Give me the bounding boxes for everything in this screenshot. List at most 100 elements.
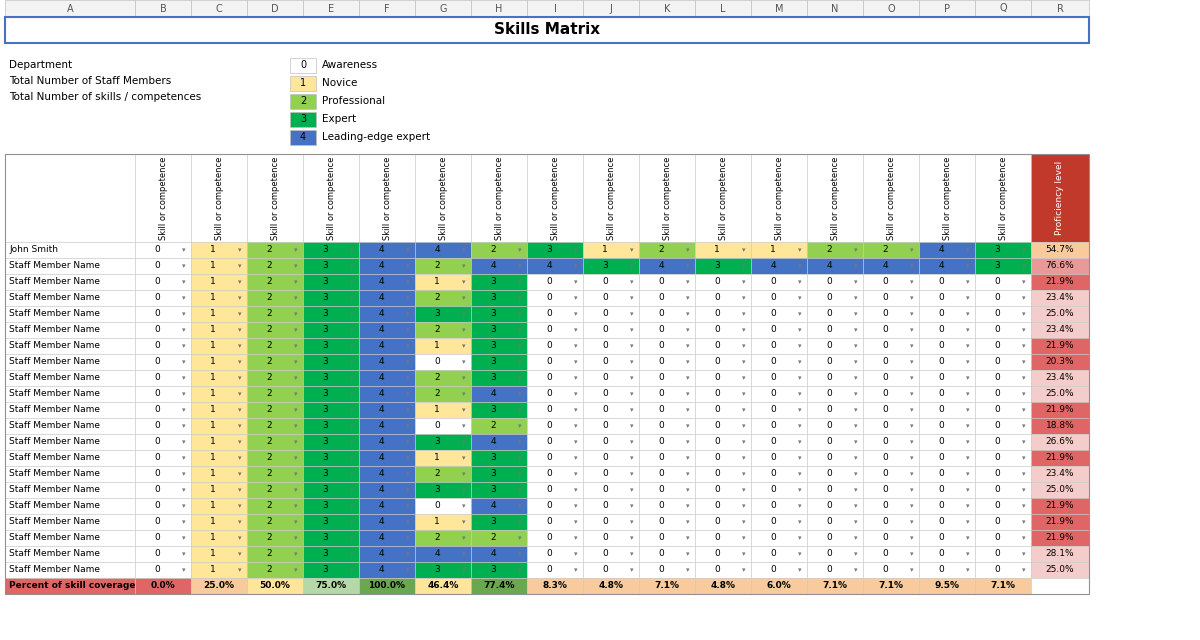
Text: 0: 0: [826, 358, 832, 367]
Text: ▾: ▾: [798, 439, 802, 445]
Bar: [5, 242, 134, 258]
Text: ▾: ▾: [294, 311, 298, 317]
Bar: [359, 354, 415, 370]
Text: ▾: ▾: [462, 295, 466, 301]
Bar: [134, 498, 191, 514]
Text: ▾: ▾: [575, 503, 577, 509]
Bar: [808, 530, 863, 546]
Text: ▾: ▾: [1022, 519, 1026, 525]
Bar: [751, 482, 808, 498]
Bar: [919, 482, 974, 498]
Text: 3: 3: [546, 246, 552, 255]
Text: 0: 0: [938, 454, 944, 463]
Bar: [302, 338, 359, 354]
Text: 4: 4: [378, 326, 384, 335]
Bar: [359, 290, 415, 306]
Text: ▾: ▾: [518, 343, 522, 349]
Text: ▾: ▾: [462, 535, 466, 541]
Text: 7.1%: 7.1%: [878, 582, 904, 591]
Bar: [1031, 386, 1090, 402]
Bar: [5, 274, 134, 290]
Text: 0: 0: [770, 438, 776, 447]
Text: 3: 3: [322, 550, 328, 559]
Text: 20.3%: 20.3%: [1045, 358, 1074, 367]
Text: 0: 0: [546, 326, 552, 335]
Text: 2: 2: [266, 374, 272, 383]
Bar: [695, 242, 751, 258]
Text: 0: 0: [714, 470, 720, 479]
Text: R: R: [1056, 3, 1063, 13]
Bar: [919, 154, 974, 242]
Bar: [695, 274, 751, 290]
Text: 3: 3: [322, 390, 328, 399]
Text: 0: 0: [714, 422, 720, 431]
Text: 0: 0: [770, 406, 776, 415]
Bar: [919, 370, 974, 386]
Bar: [415, 578, 470, 594]
Bar: [247, 338, 302, 354]
Text: ▾: ▾: [798, 295, 802, 301]
Text: ▾: ▾: [1022, 295, 1026, 301]
Bar: [470, 546, 527, 562]
Bar: [863, 418, 919, 434]
Text: ▾: ▾: [182, 359, 186, 365]
Text: 0: 0: [826, 278, 832, 287]
Text: 0: 0: [938, 326, 944, 335]
Bar: [134, 482, 191, 498]
Bar: [359, 386, 415, 402]
Text: ▾: ▾: [462, 343, 466, 349]
Text: 0: 0: [938, 518, 944, 527]
Text: 4: 4: [378, 502, 384, 511]
Text: ▾: ▾: [798, 487, 802, 493]
Bar: [191, 450, 247, 466]
Text: Staff Member Name: Staff Member Name: [10, 342, 100, 351]
Bar: [1031, 482, 1090, 498]
Bar: [919, 322, 974, 338]
Text: 0: 0: [938, 422, 944, 431]
Bar: [583, 498, 640, 514]
Text: 2: 2: [266, 278, 272, 287]
Text: ▾: ▾: [743, 375, 745, 381]
Text: 0: 0: [714, 454, 720, 463]
Bar: [919, 562, 974, 578]
Text: ▾: ▾: [518, 391, 522, 397]
Text: 0: 0: [826, 326, 832, 335]
Bar: [751, 450, 808, 466]
Bar: [974, 338, 1031, 354]
Text: 77.4%: 77.4%: [484, 582, 515, 591]
Bar: [527, 498, 583, 514]
Bar: [808, 562, 863, 578]
Bar: [919, 290, 974, 306]
Bar: [191, 514, 247, 530]
Bar: [134, 258, 191, 274]
Bar: [583, 546, 640, 562]
Text: ▾: ▾: [798, 535, 802, 541]
Bar: [527, 546, 583, 562]
Text: ▾: ▾: [686, 311, 690, 317]
Bar: [751, 546, 808, 562]
Text: ▾: ▾: [239, 455, 241, 461]
Text: ▾: ▾: [575, 439, 577, 445]
Text: Staff Member Name: Staff Member Name: [10, 422, 100, 431]
Bar: [247, 306, 302, 322]
Text: Staff Member Name: Staff Member Name: [10, 278, 100, 287]
Text: 0: 0: [826, 438, 832, 447]
Text: 0: 0: [994, 326, 1000, 335]
Text: 0: 0: [938, 342, 944, 351]
Text: 0: 0: [658, 422, 664, 431]
Text: ▾: ▾: [182, 247, 186, 253]
Bar: [5, 338, 134, 354]
Text: 4: 4: [490, 438, 496, 447]
Text: Awareness: Awareness: [322, 60, 378, 70]
Bar: [1031, 322, 1090, 338]
Bar: [5, 306, 134, 322]
Text: 2: 2: [266, 390, 272, 399]
Bar: [808, 418, 863, 434]
Text: 0: 0: [826, 374, 832, 383]
Text: 2: 2: [266, 406, 272, 415]
Text: 0: 0: [602, 502, 608, 511]
Bar: [359, 370, 415, 386]
Bar: [527, 578, 583, 594]
Text: ▾: ▾: [798, 567, 802, 573]
Text: ▾: ▾: [1022, 567, 1026, 573]
